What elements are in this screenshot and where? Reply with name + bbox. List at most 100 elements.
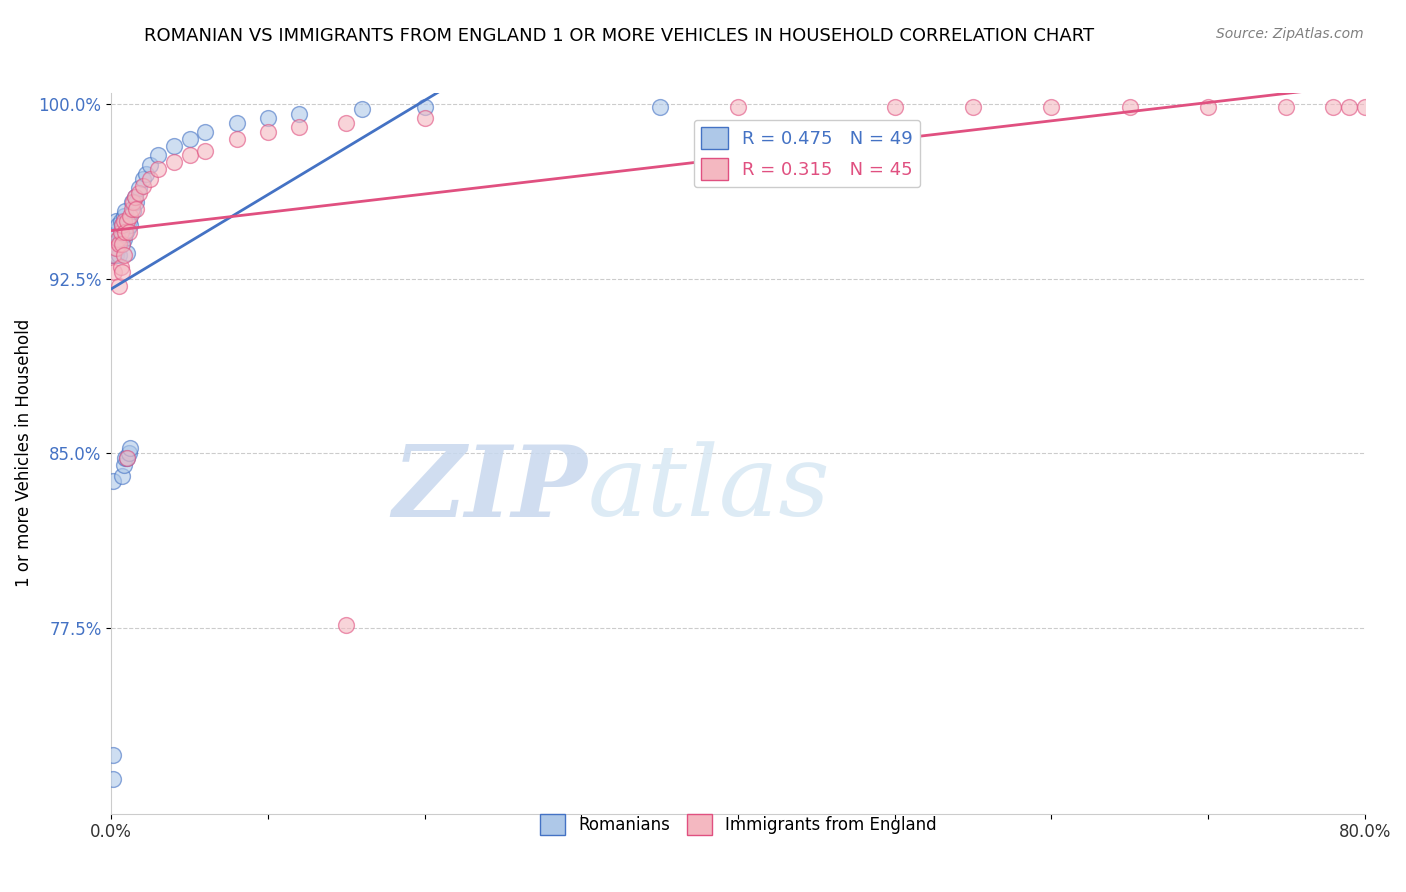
Point (257, 125, 280, 139)
Point (124, 190, 146, 204)
Point (1339, 99, 1361, 113)
Point (120, 209, 142, 223)
Point (648, 99, 671, 113)
Point (128, 181, 150, 195)
Point (335, 618, 357, 632)
Point (413, 99, 436, 113)
Point (120, 442, 142, 456)
Point (112, 248, 135, 262)
Point (163, 139, 186, 153)
Point (111, 218, 134, 232)
Point (163, 155, 186, 169)
Point (1040, 99, 1063, 113)
Point (139, 158, 162, 172)
Point (107, 232, 129, 246)
Text: atlas: atlas (588, 442, 831, 537)
Point (124, 190, 146, 204)
Point (103, 236, 125, 251)
Point (225, 116, 247, 130)
Point (115, 450, 138, 465)
Point (114, 204, 136, 219)
Point (111, 218, 134, 232)
Point (110, 225, 132, 239)
Y-axis label: 1 or more Vehicles in Household: 1 or more Vehicles in Household (15, 319, 32, 587)
Point (1275, 99, 1298, 113)
Text: ZIP: ZIP (392, 441, 588, 537)
Legend: Romanians, Immigrants from England: Romanians, Immigrants from England (533, 807, 943, 841)
Point (117, 446, 139, 460)
Point (117, 213, 139, 227)
Point (108, 232, 131, 246)
Point (179, 148, 201, 162)
Point (121, 202, 143, 216)
Point (101, 248, 124, 262)
Point (112, 458, 135, 472)
Point (120, 218, 142, 232)
Point (104, 248, 127, 262)
Point (225, 132, 247, 146)
Point (288, 120, 311, 135)
Point (108, 278, 131, 293)
Point (122, 204, 145, 219)
Point (101, 772, 124, 786)
Point (104, 213, 127, 227)
Point (110, 232, 132, 246)
Point (335, 116, 357, 130)
Point (139, 171, 162, 186)
Point (121, 194, 143, 209)
Point (179, 132, 201, 146)
Point (194, 144, 217, 158)
Point (131, 171, 153, 186)
Point (115, 213, 138, 227)
Point (117, 225, 139, 239)
Point (131, 178, 153, 193)
Point (122, 194, 145, 209)
Point (112, 232, 135, 246)
Point (110, 213, 132, 227)
Point (107, 218, 129, 232)
Point (194, 125, 217, 139)
Point (350, 102, 373, 116)
Point (1197, 99, 1219, 113)
Point (112, 209, 135, 223)
Point (111, 236, 134, 251)
Point (257, 111, 280, 125)
Point (115, 223, 138, 237)
Point (111, 469, 134, 483)
Text: ROMANIAN VS IMMIGRANTS FROM ENGLAND 1 OR MORE VEHICLES IN HOUSEHOLD CORRELATION : ROMANIAN VS IMMIGRANTS FROM ENGLAND 1 OR… (143, 27, 1094, 45)
Point (112, 213, 135, 227)
Point (883, 99, 905, 113)
Point (101, 474, 124, 488)
Point (107, 242, 129, 256)
Point (103, 225, 125, 239)
Point (125, 194, 148, 209)
Point (148, 148, 170, 162)
Point (1354, 99, 1376, 113)
Text: Source: ZipAtlas.com: Source: ZipAtlas.com (1216, 27, 1364, 41)
Point (114, 450, 136, 465)
Point (114, 225, 136, 239)
Point (101, 748, 124, 763)
Point (115, 246, 138, 260)
Point (135, 167, 157, 181)
Point (125, 202, 148, 216)
Point (115, 450, 138, 465)
Point (288, 106, 311, 120)
Point (103, 265, 125, 279)
Point (1119, 99, 1142, 113)
Point (101, 248, 124, 262)
Point (128, 186, 150, 200)
Point (1322, 99, 1344, 113)
Point (108, 236, 131, 251)
Point (104, 242, 127, 256)
Point (101, 236, 124, 251)
Point (110, 260, 132, 274)
Point (727, 99, 749, 113)
Point (413, 111, 436, 125)
Point (108, 248, 131, 262)
Point (148, 162, 170, 177)
Point (962, 99, 984, 113)
Point (114, 227, 136, 242)
Point (111, 265, 134, 279)
Point (111, 236, 134, 251)
